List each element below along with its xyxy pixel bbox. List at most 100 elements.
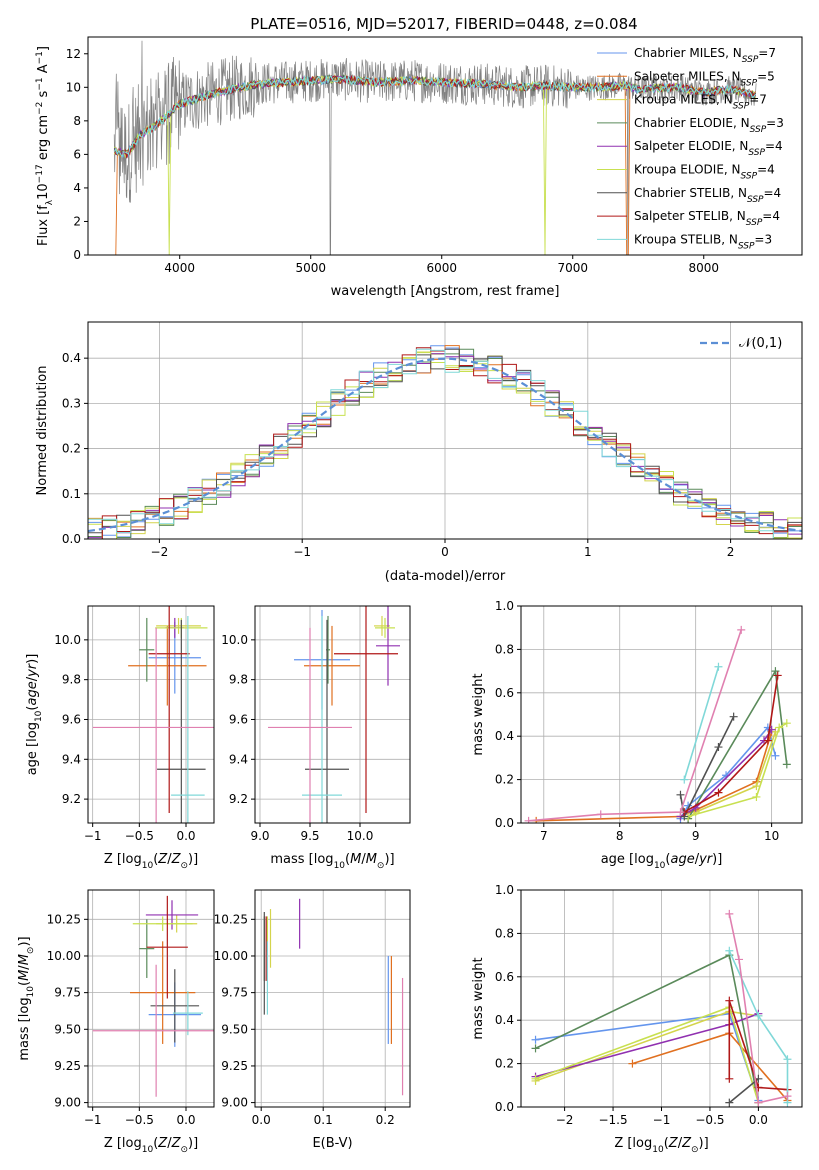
plot-area-mass_vs_ebv — [263, 898, 404, 1096]
label-part: ] — [36, 46, 51, 51]
tick-label-y: 0.4 — [62, 351, 81, 365]
label-part: ⊙ — [691, 1145, 699, 1155]
weight-point-marker — [531, 1044, 540, 1053]
tick-label-x: 2 — [727, 545, 735, 559]
weight-point-marker — [763, 736, 772, 745]
tick-label-x: 6000 — [426, 261, 457, 275]
tick-label-y: 9.2 — [62, 792, 81, 806]
tick-label-x: −0.5 — [125, 1113, 154, 1127]
x-axis-label: Z [log10(Z/Z⊙)] — [104, 852, 198, 871]
weight-series-line — [728, 1078, 759, 1104]
tick-label-x: −1 — [84, 1113, 102, 1127]
legend-entry: Kroupa STELIB, NSSP=3 — [634, 232, 772, 251]
weight-point-marker — [783, 1092, 792, 1101]
tick-label-x: 4000 — [164, 261, 195, 275]
tick-label-y: 0.0 — [495, 1100, 514, 1114]
tick-label-y: 2 — [73, 214, 81, 228]
weight-series-line — [728, 950, 789, 1103]
label-part: Chabrier ELODIE, N — [634, 116, 750, 130]
label-part: 10 — [142, 861, 154, 871]
tick-label-y: 9.75 — [54, 986, 81, 1000]
tick-label-x: 0.0 — [749, 1113, 768, 1127]
x-axis-label: mass [log10(M/M⊙)] — [270, 852, 394, 871]
tick-label-y: 1.0 — [495, 599, 514, 613]
weight-point-marker — [752, 782, 761, 791]
label-part: SSP — [748, 148, 765, 158]
y-axis-label: mass [log10(M/M⊙)] — [17, 936, 36, 1060]
label-part: −17 — [35, 164, 45, 183]
tick-label-x: 10 — [764, 829, 779, 843]
tick-label-y: 0.2 — [495, 773, 514, 787]
label-part: ( — [665, 852, 670, 867]
weight-point-marker — [628, 1059, 637, 1068]
label-part: M — [17, 970, 32, 981]
tick-label-y: 0.4 — [495, 729, 514, 743]
x-axis-label: wavelength [Angstrom, rest frame] — [331, 284, 560, 299]
label-part: )] — [384, 852, 394, 867]
axes-mass_vs_Z: −1 −0.5 0.0 9.00 9.25 9.50 9.75 10.00 10.25 Z [lo… — [17, 889, 215, 1155]
legend-entry: Chabrier STELIB, NSSP=4 — [634, 186, 781, 205]
plot-area-age_vs_mass — [268, 606, 400, 823]
tick-label-y: 0.6 — [495, 686, 514, 700]
tick-label-y: 9.00 — [221, 1096, 248, 1110]
tick-label-y: 9.6 — [62, 712, 81, 726]
label-part: ⊙ — [26, 947, 36, 955]
x-axis-label: E(B-V) — [312, 1136, 352, 1151]
tick-label-x: 0.2 — [376, 1113, 395, 1127]
tick-label-y: 9.8 — [62, 673, 81, 687]
weight-series-line — [728, 1000, 788, 1091]
label-part: −1 — [35, 51, 45, 64]
label-part: ⊙ — [180, 861, 188, 871]
weight-point-marker — [680, 775, 689, 784]
x-axis-label: Z [log10(Z/Z⊙)] — [104, 1136, 198, 1155]
label-part: =7 — [749, 93, 767, 107]
tick-label-x: −2 — [556, 1113, 574, 1127]
label-part: ( — [153, 852, 158, 867]
tick-label-y: 9.50 — [221, 1022, 248, 1036]
label-part: SSP — [738, 241, 755, 251]
tick-label-y: 0.6 — [495, 970, 514, 984]
label-part: 10 — [334, 861, 346, 871]
tick-label-x: 0.0 — [176, 829, 195, 843]
weight-series-line — [535, 953, 760, 1103]
legend-entry: 𝒩(0,1) — [739, 336, 782, 351]
label-part: )] — [17, 936, 32, 946]
label-part: =4 — [762, 209, 780, 223]
label-part: Z [log — [104, 1136, 142, 1151]
weight-point-marker — [782, 760, 791, 769]
axes-residuals: −2 −1 0 1 2 0.0 0.1 0.2 0.3 0.4 𝒩(0,1) (data-model)… — [35, 321, 803, 584]
tick-label-x: 9.0 — [250, 829, 269, 843]
label-part: Salpeter ELODIE, N — [634, 139, 748, 153]
tick-label-x: 8 — [616, 829, 624, 843]
y-axis-label: mass weight — [471, 957, 486, 1039]
weight-point-marker — [783, 1055, 792, 1064]
label-part: Z [log — [104, 852, 142, 867]
tick-label-y: 9.75 — [221, 986, 248, 1000]
legend-entry: Chabrier ELODIE, NSSP=3 — [634, 116, 784, 135]
label-part: SSP — [733, 102, 750, 112]
tick-label-y: 8 — [73, 114, 81, 128]
label-part: =4 — [764, 186, 782, 200]
label-part: age [log — [601, 852, 654, 867]
label-part: SSP — [746, 218, 763, 228]
tick-label-x: 8000 — [688, 261, 719, 275]
label-part: M — [366, 852, 377, 867]
label-part: age — [670, 852, 694, 867]
tick-label-y: 0.3 — [62, 396, 81, 410]
tick-label-x: 7 — [540, 829, 548, 843]
label-part: Chabrier MILES, N — [634, 46, 742, 60]
tick-label-x: −0.5 — [695, 1113, 724, 1127]
tick-label-x: 9 — [692, 829, 700, 843]
weight-point-marker — [725, 996, 734, 1005]
label-part: =4 — [765, 139, 783, 153]
label-part: Z — [157, 852, 168, 867]
label-part: )] — [188, 852, 198, 867]
label-part: 10 — [652, 1145, 664, 1155]
label-part: age [log — [25, 722, 40, 775]
label-part: −1 — [35, 77, 45, 90]
weight-point-marker — [714, 662, 723, 671]
label-part: / — [167, 852, 172, 867]
x-axis-label: Z [log10(Z/Z⊙)] — [614, 1136, 708, 1155]
weight-point-marker — [729, 712, 738, 721]
weight-point-marker — [771, 751, 780, 760]
